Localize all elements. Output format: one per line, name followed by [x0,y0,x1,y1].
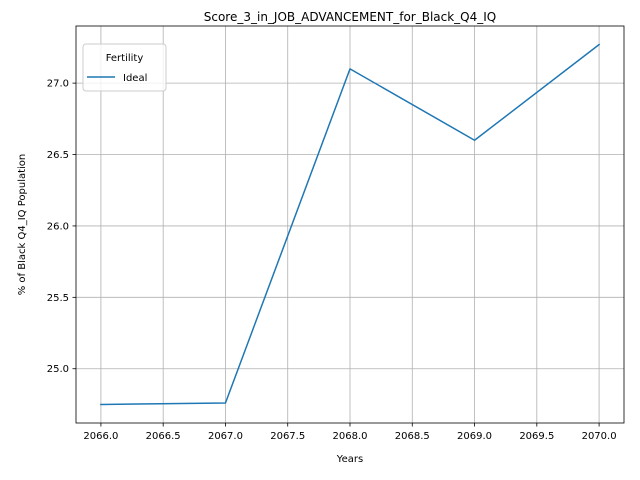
x-tick-label: 2069.0 [457,431,492,442]
x-tick-label: 2067.0 [208,431,243,442]
x-axis-label: Years [336,454,363,465]
chart-title: Score_3_in_JOB_ADVANCEMENT_for_Black_Q4_… [204,10,497,24]
x-tick-label: 2066.0 [83,431,118,442]
y-tick-label: 27.0 [47,79,69,90]
y-tick-label: 26.5 [47,150,69,161]
y-tick-label: 25.0 [47,364,69,375]
y-axis-label: % of Black Q4_IQ Population [17,154,28,296]
legend-label-ideal: Ideal [123,73,147,84]
legend-title: Fertility [106,53,144,64]
legend-box [82,43,167,92]
series-line-ideal [100,43,601,406]
x-tick-label: 2068.0 [333,431,368,442]
x-tick-label: 2069.5 [519,431,554,442]
x-tick-label: 2067.5 [270,431,305,442]
y-tick-label: 26.0 [47,221,69,232]
x-tick-label: 2068.5 [395,431,430,442]
x-tick-label: 2066.5 [146,431,181,442]
legend: Fertility Ideal [82,43,167,92]
ticks: 2066.0 2066.5 2067.0 2067.5 2068.0 2068.5 2069… [47,79,617,442]
series-layer [100,43,601,406]
x-tick-label: 2070.0 [582,431,617,442]
y-tick-label: 25.5 [47,293,69,304]
